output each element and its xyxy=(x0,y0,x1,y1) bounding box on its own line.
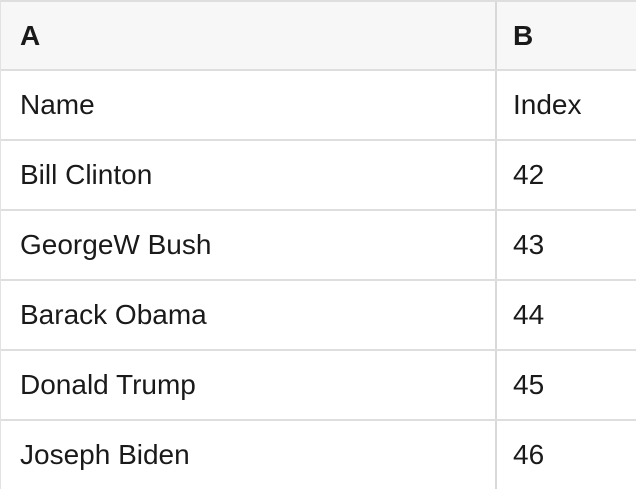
table-row: Bill Clinton 42 xyxy=(1,141,636,211)
column-header-a[interactable]: A xyxy=(1,2,497,69)
column-header-b[interactable]: B xyxy=(513,19,534,51)
table-cell[interactable]: 42 xyxy=(513,159,545,190)
table-cell[interactable]: Index xyxy=(513,89,582,120)
table-cell[interactable]: 44 xyxy=(513,299,545,330)
table-body: Name Index Bill Clinton 42 GeorgeW Bush 43 Bar… xyxy=(1,71,636,489)
table-cell[interactable]: Donald Trump xyxy=(1,351,497,419)
table-cell[interactable]: 43 xyxy=(513,229,545,260)
table-cell[interactable]: Barack Obama xyxy=(1,281,497,349)
table-cell[interactable]: 45 xyxy=(513,369,545,400)
table-cell[interactable]: Name xyxy=(1,71,497,139)
table-cell[interactable]: Joseph Biden xyxy=(1,421,497,489)
table-cell[interactable]: Bill Clinton xyxy=(1,141,497,209)
table-row: Donald Trump 45 xyxy=(1,351,636,421)
header-row: A B xyxy=(1,2,636,71)
table-row: Barack Obama 44 xyxy=(1,281,636,351)
table-cell[interactable]: GeorgeW Bush xyxy=(1,211,497,279)
table-cell[interactable]: 46 xyxy=(513,439,545,470)
table-row: GeorgeW Bush 43 xyxy=(1,211,636,281)
table-row: Joseph Biden 46 xyxy=(1,421,636,489)
table-row: Name Index xyxy=(1,71,636,141)
